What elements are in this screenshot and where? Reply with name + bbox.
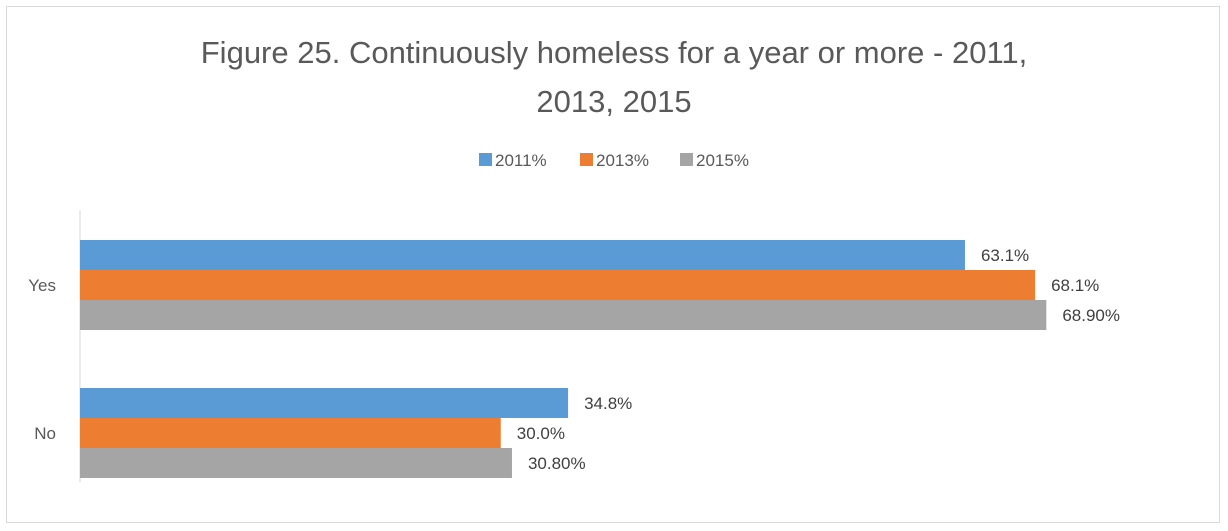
bar-yes-2: [80, 270, 1036, 300]
bars: [80, 240, 1047, 478]
legend-label-2: 2013%: [596, 151, 649, 170]
bar-no-2: [80, 418, 501, 448]
category-label-yes: Yes: [28, 276, 56, 295]
legend-swatch-2: [580, 153, 593, 166]
legend-label-3: 2015%: [696, 151, 749, 170]
legend-label-1: 2011%: [495, 151, 547, 170]
data-label-yes-2: 68.1%: [1051, 276, 1099, 295]
data-label-no-1: 34.8%: [584, 394, 632, 413]
legend-swatch-1: [479, 153, 492, 166]
bar-no-3: [80, 448, 512, 478]
chart-title: Figure 25. Continuously homeless for a y…: [201, 35, 1028, 119]
legend: 2011% 2013% 2015%: [479, 151, 749, 170]
axes: Yes No: [28, 210, 81, 482]
bar-no-1: [80, 388, 569, 418]
data-label-no-3: 30.80%: [528, 454, 586, 473]
category-label-no: No: [34, 424, 56, 443]
bar-yes-3: [80, 300, 1047, 330]
chart-title-line-1: Figure 25. Continuously homeless for a y…: [201, 35, 1028, 70]
data-label-yes-3: 68.90%: [1062, 306, 1120, 325]
data-label-no-2: 30.0%: [517, 424, 565, 443]
data-labels: 63.1% 68.1% 68.90% 34.8% 30.0% 30.80%: [517, 246, 1120, 473]
legend-swatch-3: [680, 153, 693, 166]
bar-yes-1: [80, 240, 965, 270]
data-label-yes-1: 63.1%: [981, 246, 1029, 265]
chart-title-line-2: 2013, 2015: [536, 84, 691, 119]
